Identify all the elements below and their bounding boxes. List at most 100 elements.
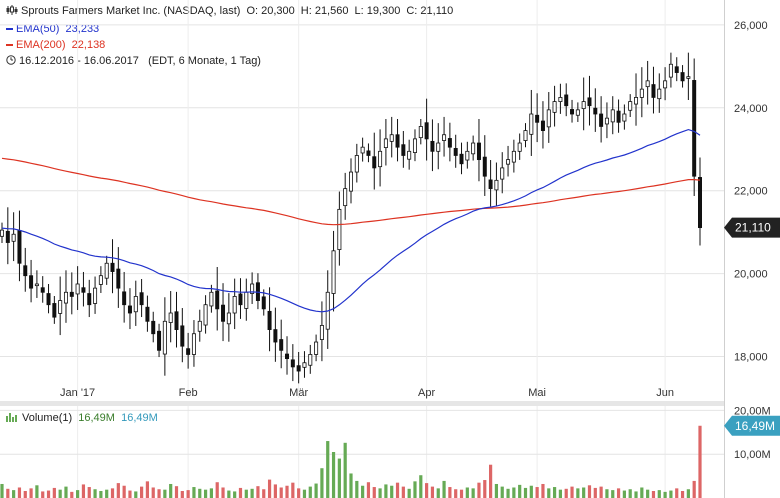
volume-value-1: 16,49M	[78, 412, 115, 424]
volume-bar	[314, 483, 318, 498]
candle-body	[273, 329, 278, 343]
volume-bar	[70, 491, 74, 498]
volume-bar	[628, 489, 632, 498]
candle-body	[34, 283, 39, 287]
candle-body	[482, 156, 487, 177]
y-tick-label: 22,000	[734, 186, 768, 198]
volume-bar	[459, 489, 464, 498]
candle-body	[383, 138, 388, 148]
volume-bar	[401, 486, 405, 498]
x-tick-label: Mai	[528, 387, 546, 399]
candle-body	[407, 150, 412, 160]
candle-body	[331, 250, 336, 294]
volume-bar	[93, 489, 97, 498]
y-axis: 26,000 24,000 22,000 20,000 18,000	[734, 20, 768, 364]
candle-body	[302, 362, 307, 368]
date-range-legend: 16.12.2016 - 16.06.2017 (EDT, 6 Monate, …	[6, 54, 261, 68]
candle-body	[238, 293, 243, 306]
candle-body	[366, 150, 371, 156]
volume-bar	[227, 490, 231, 498]
open-value: O: 20,300	[246, 5, 295, 17]
volume-bar	[669, 490, 673, 498]
volume-bar	[343, 442, 347, 498]
volume-bar	[500, 486, 504, 498]
panel-separator[interactable]	[0, 401, 724, 406]
candle-body	[389, 134, 394, 142]
candle-body	[424, 122, 429, 140]
candle-body	[651, 84, 656, 98]
candle-body	[610, 109, 615, 123]
volume-bar	[640, 487, 644, 498]
candle-body	[226, 312, 231, 325]
volume-bar	[465, 487, 469, 498]
ema50-legend: EMA(50) 23,233	[6, 22, 99, 36]
clock-icon	[6, 55, 16, 65]
volume-bar	[291, 482, 295, 498]
volume-bar	[192, 487, 196, 498]
volume-bar	[215, 482, 219, 498]
volume-bar	[221, 487, 225, 498]
candle-body	[203, 304, 208, 326]
volume-bar	[29, 488, 33, 498]
candle-body	[593, 107, 598, 115]
candle-body	[523, 130, 528, 141]
candle-body	[622, 113, 627, 122]
volume-bar	[23, 490, 27, 498]
ema200-line	[1, 157, 701, 226]
volume-bar	[6, 488, 10, 498]
candle-body	[506, 159, 511, 165]
volume-bar	[372, 487, 376, 498]
candle-body	[133, 296, 138, 313]
candle-body	[209, 291, 214, 307]
candle-body	[5, 230, 10, 243]
volume-bar	[419, 475, 423, 498]
candle-body	[418, 126, 423, 139]
volume-bar	[262, 489, 266, 498]
y-tick-label: 20,000	[734, 269, 768, 281]
candle-body	[157, 330, 162, 351]
candle-body	[0, 229, 4, 237]
candle-body	[145, 306, 150, 322]
volume-bar	[174, 486, 179, 498]
candle-body	[412, 138, 417, 153]
x-tick-label: Apr	[418, 387, 435, 399]
candle-body	[378, 150, 383, 168]
candle-body	[46, 293, 51, 306]
ema200-legend: EMA(200) 22,138	[6, 38, 105, 52]
low-value: L: 19,300	[354, 5, 401, 17]
volume-tick-label: 20,00M	[734, 405, 771, 417]
candle-body	[436, 142, 441, 152]
volume-bar	[46, 490, 51, 498]
volume-bar	[552, 487, 557, 498]
candle-body	[285, 353, 290, 360]
candle-body	[517, 142, 522, 152]
x-tick-label: Jun	[656, 387, 674, 399]
volume-bar	[186, 490, 190, 498]
candle-body	[657, 88, 662, 100]
candle-body	[81, 287, 86, 293]
candle-body	[52, 303, 57, 318]
volume-bar	[203, 489, 208, 498]
y-tick-label: 26,000	[734, 20, 768, 32]
candle-body	[267, 310, 272, 330]
candle-body	[261, 296, 266, 310]
volume-bar	[686, 489, 690, 498]
candle-body	[686, 76, 691, 79]
volume-bar	[425, 483, 429, 498]
volume-bar	[582, 487, 586, 498]
candle-body	[546, 109, 551, 128]
candle-body	[628, 101, 633, 111]
volume-bar	[326, 441, 330, 498]
volume-bar	[680, 490, 685, 498]
last-price-label: 21,110	[735, 221, 771, 235]
candle-body	[337, 208, 342, 250]
volume-bar	[134, 491, 138, 498]
candle-body	[471, 142, 476, 155]
candle-body	[162, 320, 167, 355]
volume-bar	[657, 490, 661, 498]
candle-body	[63, 291, 68, 304]
ema200-value: 22,138	[71, 39, 106, 51]
volume-bar	[454, 489, 458, 498]
candle-body	[511, 150, 516, 163]
